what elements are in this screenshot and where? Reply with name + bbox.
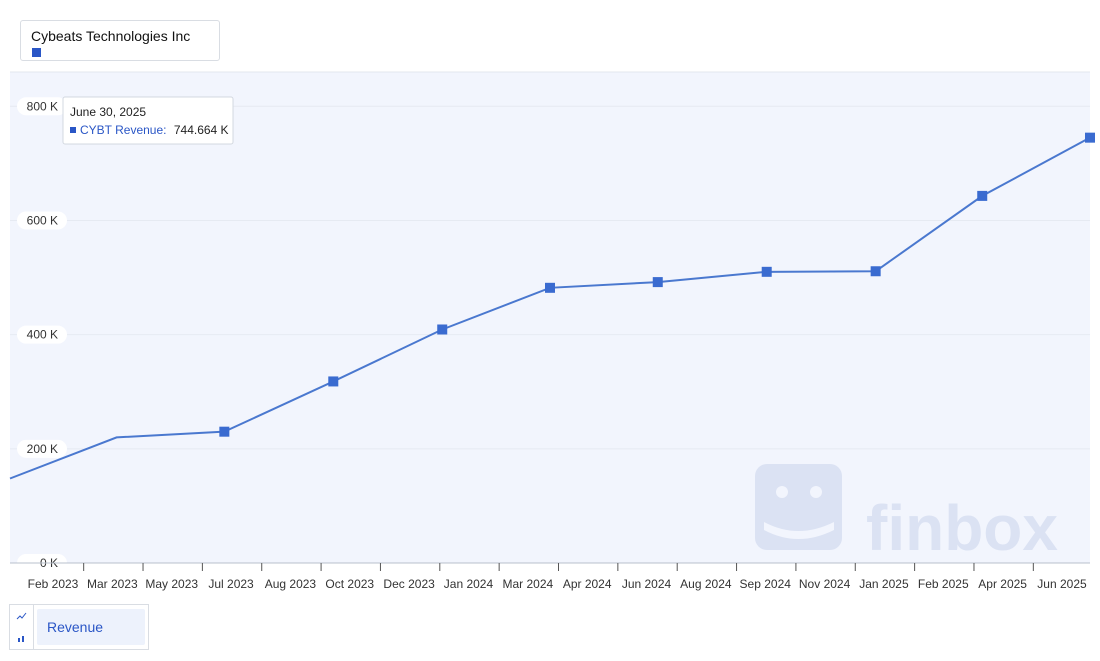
data-point-marker[interactable] [437, 324, 448, 335]
chart-type-column [10, 605, 34, 649]
y-tick-label: 200 K [27, 442, 58, 456]
revenue-metric-button[interactable]: Revenue [37, 609, 145, 645]
tooltip-swatch [70, 127, 76, 133]
finbox-watermark: finbox [755, 464, 1058, 564]
tooltip-box [62, 96, 234, 145]
y-tick: 200 K [17, 439, 67, 458]
y-tick: 400 K [17, 325, 67, 344]
x-tick-label: Apr 2024 [563, 577, 612, 591]
y-tick-bg [17, 325, 67, 344]
line-chart-icon[interactable] [16, 611, 27, 622]
x-tick-label: Mar 2024 [502, 577, 553, 591]
data-point-marker[interactable] [1085, 132, 1095, 143]
y-tick-bg [17, 439, 67, 458]
x-tick-label: Sep 2024 [740, 577, 792, 591]
x-tick-label: Aug 2023 [265, 577, 317, 591]
plot-area [10, 72, 1090, 563]
y-tick-label: 600 K [27, 213, 58, 227]
data-point-marker[interactable] [219, 426, 230, 437]
bar-chart-icon[interactable] [16, 632, 27, 643]
legend-box: Cybeats Technologies Inc [20, 20, 220, 61]
x-tick-label: Jul 2023 [208, 577, 254, 591]
data-point-marker[interactable] [652, 277, 663, 288]
data-point-marker[interactable] [870, 266, 881, 277]
revenue-metric-label: Revenue [47, 619, 104, 635]
x-tick-label: Aug 2024 [680, 577, 732, 591]
y-tick: 800 K [17, 97, 67, 116]
tooltip-date: June 30, 2025 [70, 105, 146, 119]
x-tick-label: Feb 2023 [28, 577, 79, 591]
x-tick-label: Dec 2023 [383, 577, 435, 591]
data-point-marker[interactable] [545, 282, 555, 293]
y-tick-bg [17, 211, 67, 230]
finbox-logo-icon [755, 464, 842, 550]
x-tick-label: Mar 2023 [87, 577, 138, 591]
x-tick-label: Jun 2024 [622, 577, 672, 591]
y-tick: 600 K [17, 211, 67, 230]
x-tick-label: Oct 2023 [325, 577, 374, 591]
x-tick-label: Nov 2024 [799, 577, 851, 591]
data-point-marker[interactable] [328, 376, 339, 387]
x-tick-label: Feb 2025 [918, 577, 969, 591]
legend-company-name: Cybeats Technologies Inc [31, 28, 191, 44]
y-tick-label: 400 K [27, 328, 58, 342]
x-tick-label: Jan 2024 [444, 577, 494, 591]
x-tick-label: May 2023 [145, 577, 198, 591]
tooltip: June 30, 2025 CYBT Revenue: 744.664 K [62, 96, 234, 145]
data-point-marker[interactable] [977, 190, 988, 201]
legend-swatch [32, 48, 41, 57]
chart-controls: Revenue [9, 604, 149, 650]
watermark-text: finbox [866, 492, 1058, 564]
x-tick-label: Apr 2025 [978, 577, 1027, 591]
data-point-marker[interactable] [761, 266, 772, 277]
tooltip-line: CYBT Revenue: 744.664 K [80, 123, 229, 137]
y-tick-label: 800 K [27, 99, 58, 113]
tooltip-series-label: CYBT Revenue: [80, 123, 167, 137]
y-tick-bg [17, 97, 67, 116]
x-tick-label: Jan 2025 [859, 577, 909, 591]
tooltip-value: 744.664 K [174, 123, 229, 137]
x-tick-label: Jun 2025 [1037, 577, 1087, 591]
